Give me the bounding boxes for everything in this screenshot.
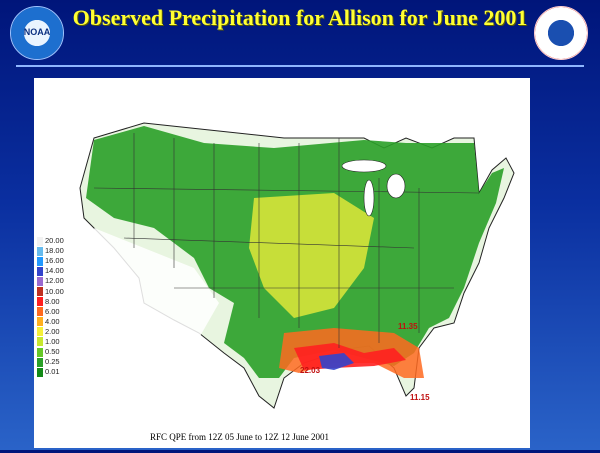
legend-value: 0.25 <box>45 357 60 367</box>
legend-swatch <box>37 337 43 347</box>
max-label-3: 11.15 <box>410 393 430 402</box>
legend-row: 16.00 <box>37 256 67 266</box>
legend-swatch <box>37 327 43 337</box>
legend-value: 16.00 <box>45 256 64 266</box>
legend-value: 8.00 <box>45 296 60 306</box>
legend-swatch <box>37 256 43 266</box>
legend-row: 0.50 <box>37 347 67 357</box>
legend-value: 10.00 <box>45 286 64 296</box>
legend-row: 10.00 <box>37 286 67 297</box>
legend-value: 6.00 <box>45 306 60 316</box>
max-label-1: 11.35 <box>398 322 418 331</box>
legend-row: 0.25 <box>37 357 67 367</box>
legend-row: 1.00 <box>37 337 67 347</box>
legend-swatch <box>37 246 43 256</box>
map-caption: RFC QPE from 12Z 05 June to 12Z 12 June … <box>150 432 329 442</box>
legend-value: 18.00 <box>45 246 64 256</box>
noaa-logo: NOAA <box>10 6 64 60</box>
legend-row: 18.00 <box>37 246 67 256</box>
legend-row: 2.00 <box>37 327 67 337</box>
legend-value: 20.00 <box>45 236 64 246</box>
legend-swatch <box>37 317 43 327</box>
legend-value: 0.01 <box>45 367 60 377</box>
legend-row: 20.00 <box>37 236 67 246</box>
legend-swatch <box>37 367 43 377</box>
legend-swatch <box>37 236 43 246</box>
lake-huron <box>386 173 406 199</box>
precip-legend: 20.00 18.00 16.00 14.00 12.00 10.00 8.00 6.00 4.… <box>37 236 67 377</box>
page-title: Observed Precipitation for Allison for J… <box>72 5 528 30</box>
lake-superior <box>341 159 387 173</box>
map-panel <box>34 78 530 448</box>
lake-michigan <box>363 179 375 217</box>
legend-value: 12.00 <box>45 276 64 286</box>
legend-value: 0.50 <box>45 347 60 357</box>
legend-swatch <box>37 287 43 297</box>
legend-row: 12.00 <box>37 276 67 286</box>
legend-row: 8.00 <box>37 297 67 307</box>
legend-swatch <box>37 307 43 317</box>
legend-value: 1.00 <box>45 336 60 346</box>
title-divider <box>16 65 584 67</box>
legend-value: 14.00 <box>45 266 64 276</box>
legend-swatch <box>37 266 43 276</box>
legend-row: 0.01 <box>37 367 67 377</box>
legend-row: 6.00 <box>37 307 67 317</box>
state-borders <box>93 133 480 348</box>
legend-swatch <box>37 297 43 307</box>
dry-west-zone <box>94 228 219 338</box>
legend-row: 4.00 <box>37 317 67 327</box>
precip-max-zone <box>319 353 354 370</box>
precipitation-map <box>79 122 515 409</box>
max-label-2: 22.03 <box>300 366 321 375</box>
legend-swatch <box>37 347 43 357</box>
legend-swatch <box>37 276 43 286</box>
legend-value: 4.00 <box>45 316 60 326</box>
legend-row: 14.00 <box>37 266 67 276</box>
legend-swatch <box>37 357 43 367</box>
legend-value: 2.00 <box>45 326 60 336</box>
precip-yellow-zone <box>249 193 374 318</box>
nws-logo <box>534 6 588 60</box>
